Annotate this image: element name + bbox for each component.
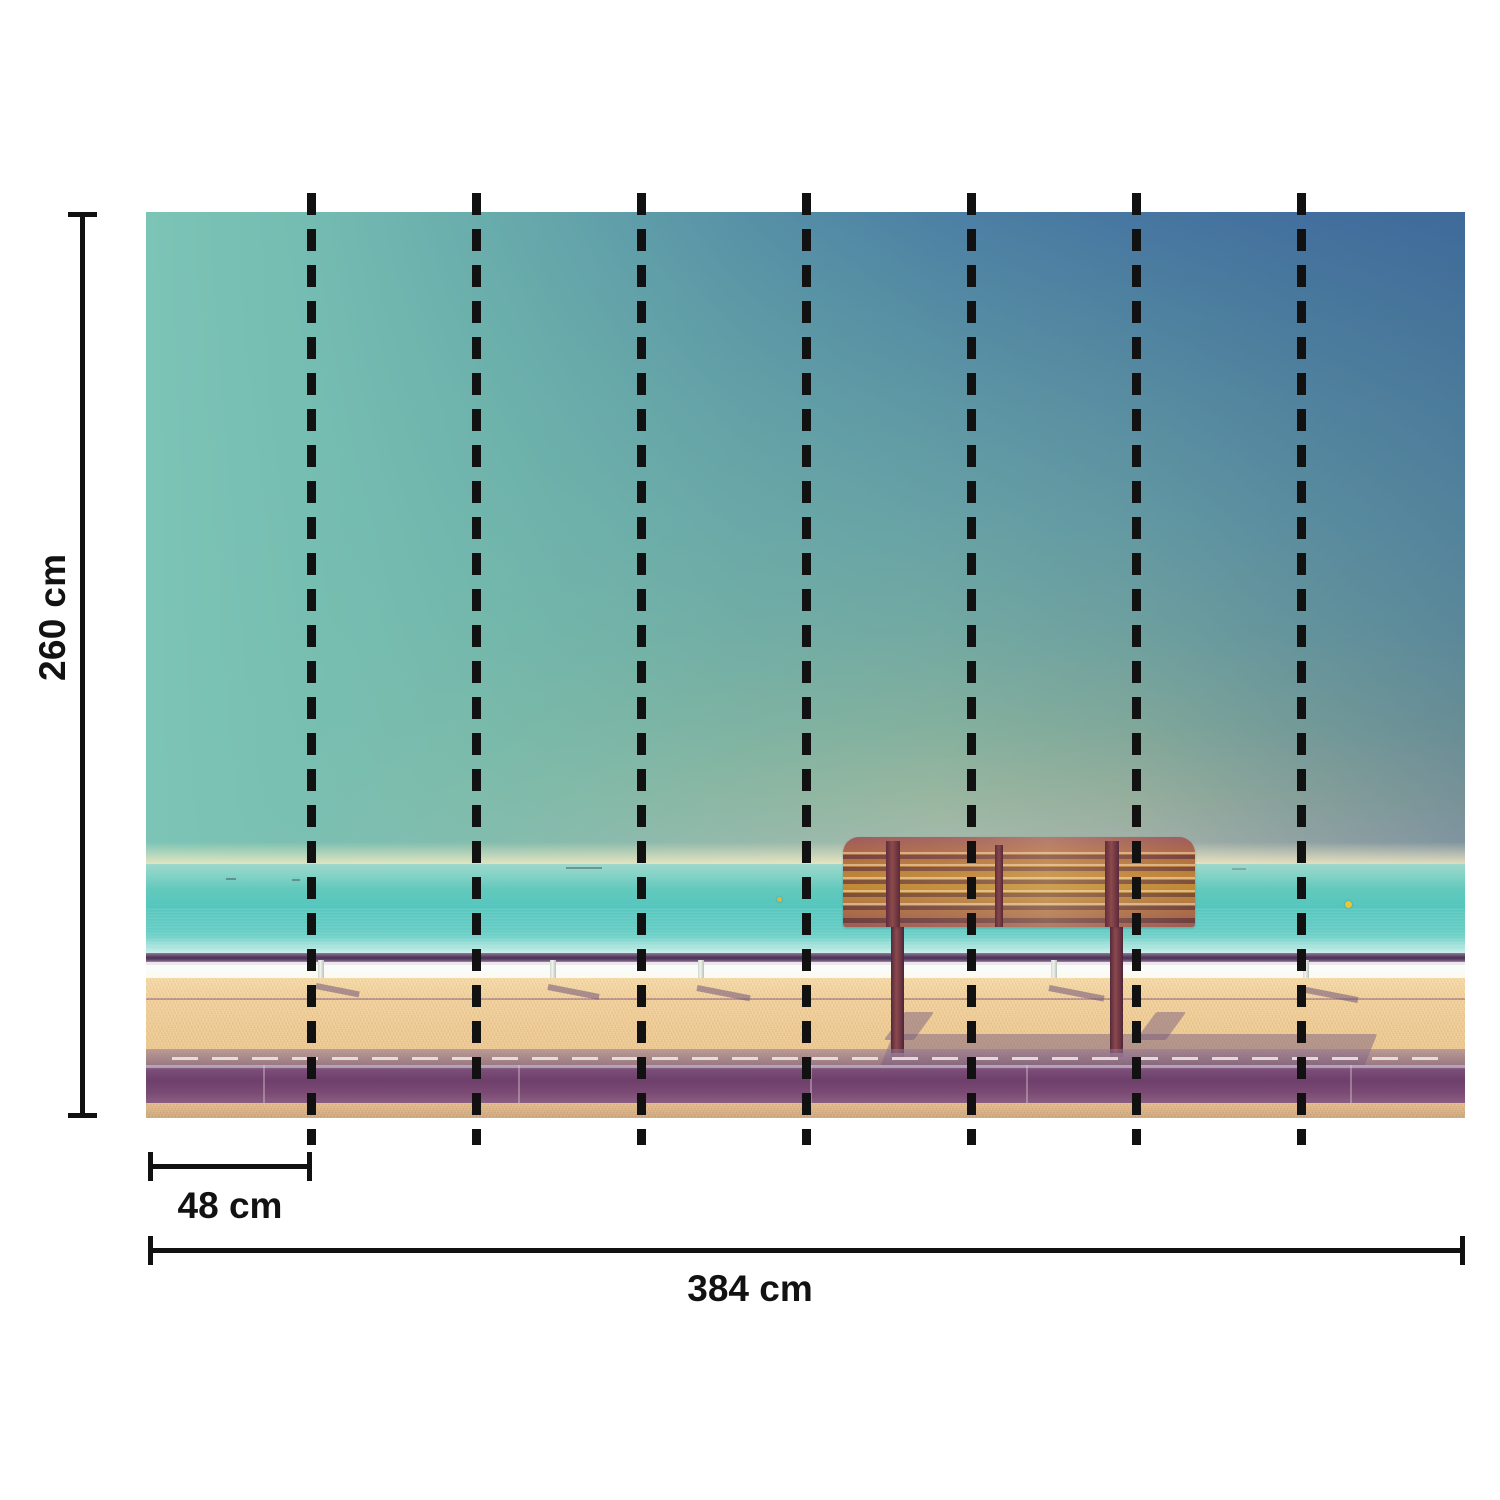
bench-leg-right [1110, 923, 1123, 1057]
panel-width-dimension-label: 48 cm [177, 1185, 283, 1226]
bench-slat-highlight [843, 890, 1195, 892]
panel-width-dimension-cap-left [148, 1152, 153, 1181]
bench-slat-gap [843, 880, 1195, 884]
bench-slat-highlight [843, 877, 1195, 879]
bench-center-post [995, 845, 1003, 927]
bench-slat-highlight [843, 903, 1195, 905]
panel-seam-6 [1132, 193, 1141, 1145]
panel-seam-4 [802, 193, 811, 1145]
panel-seam-1 [307, 193, 316, 1145]
total-width-dimension-line [148, 1248, 1465, 1253]
sea-horizon-mark [1232, 868, 1246, 871]
bench-slat-gap [843, 855, 1195, 859]
bench-slat-gap [843, 918, 1195, 923]
height-dimension-label: 260 cm [32, 553, 73, 681]
height-dimension-cap-top [68, 212, 97, 217]
total-width-dimension-cap-right [1460, 1236, 1465, 1265]
curb-joint [1350, 1065, 1352, 1103]
bench-brace-right [1105, 841, 1119, 927]
bench [843, 837, 1195, 1059]
bench-leg-left [891, 923, 904, 1057]
height-dimension-cap-bottom [68, 1113, 97, 1118]
bench-brace-left [886, 841, 900, 927]
height-dimension-line [80, 212, 85, 1118]
curb-joint [518, 1065, 520, 1103]
panel-seam-2 [472, 193, 481, 1145]
panel-seam-3 [637, 193, 646, 1145]
panel-width-dimension-line [148, 1164, 312, 1169]
buoy-icon [1345, 901, 1352, 909]
curb-joint [1026, 1065, 1028, 1103]
bench-slat-gap [843, 867, 1195, 871]
curb-joint [263, 1065, 265, 1103]
curb-joint [810, 1065, 812, 1103]
panel-seam-7 [1297, 193, 1306, 1145]
sea-horizon-mark [226, 878, 236, 881]
bench-slat-highlight [843, 864, 1195, 866]
bench-slat-gap [843, 906, 1195, 910]
total-width-dimension-cap-left [148, 1236, 153, 1265]
bench-slat-highlight [843, 852, 1195, 854]
bench-slat-gap [843, 893, 1195, 897]
sea-horizon-mark [566, 867, 602, 870]
sea-horizon-mark [292, 879, 300, 882]
total-width-dimension-label: 384 cm [687, 1268, 813, 1309]
panel-width-dimension-cap-right [307, 1152, 312, 1181]
panel-seam-5 [967, 193, 976, 1145]
buoy-icon [777, 897, 782, 903]
